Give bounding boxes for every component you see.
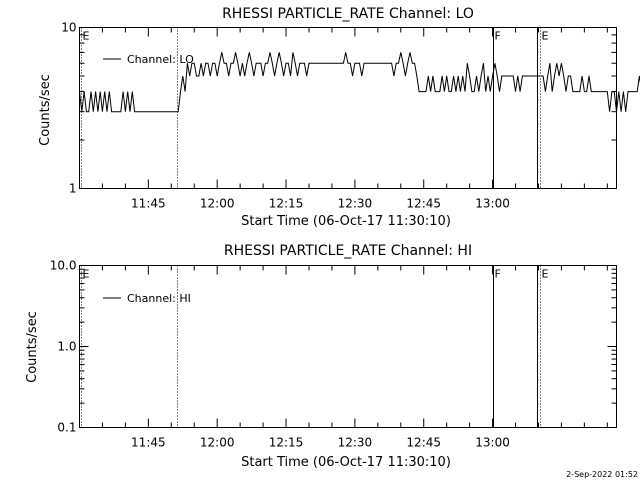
y-axis-ticks: 1 10 (61, 21, 617, 196)
x-tick-label: 11:45 (131, 197, 166, 211)
legend: Channel: HI (103, 292, 191, 305)
y-axis-label: Counts/sec (38, 74, 53, 146)
y-tick-label: 1 (69, 182, 77, 196)
x-axis-ticks: 11:45 12:00 12:15 12:30 12:45 13:00 (79, 265, 608, 450)
series-line (79, 52, 640, 113)
event-marker-label: E (542, 268, 549, 281)
y-axis-label: Counts/sec (25, 311, 40, 383)
chart-title: RHESSI PARTICLE_RATE Channel: HI (224, 243, 472, 259)
plot-frame (79, 265, 617, 428)
x-tick-label: 12:45 (406, 436, 441, 450)
x-tick-label: 12:30 (338, 197, 373, 211)
x-tick-label: 12:30 (338, 436, 373, 450)
data-series (79, 52, 640, 113)
y-axis-ticks: 0.1 1.0 10.0 (50, 259, 617, 435)
hi-channel-panel: RHESSI PARTICLE_RATE Channel: HI E F E 0.1… (25, 243, 617, 470)
x-tick-label: 11:45 (131, 436, 166, 450)
x-axis-label: Start Time (06-Oct-17 11:30:10) (241, 455, 451, 470)
x-tick-label: 12:00 (200, 197, 235, 211)
plot-frame (79, 27, 617, 189)
timestamp-stamp: 2-Sep-2022 01:52 (566, 470, 638, 479)
x-tick-label: 13:00 (475, 197, 510, 211)
event-marker-label: E (542, 30, 549, 43)
legend: Channel: LO (103, 53, 194, 66)
x-axis-label: Start Time (06-Oct-17 11:30:10) (241, 214, 451, 229)
y-tick-label: 0.1 (57, 421, 76, 435)
x-tick-label: 12:45 (406, 197, 441, 211)
legend-label: Channel: LO (127, 53, 194, 66)
legend-label: Channel: HI (127, 292, 191, 305)
y-tick-label: 10 (61, 21, 76, 35)
lo-channel-panel: RHESSI PARTICLE_RATE Channel: LO E F E 1 10… (38, 6, 640, 229)
chart-title: RHESSI PARTICLE_RATE Channel: LO (222, 6, 474, 22)
event-marker-label: E (83, 268, 90, 281)
x-tick-label: 13:00 (475, 436, 510, 450)
y-tick-label: 1.0 (57, 340, 76, 354)
event-marker-label: E (83, 30, 90, 43)
x-axis-ticks: 11:45 12:00 12:15 12:30 12:45 13:00 (79, 27, 608, 211)
y-tick-label: 10.0 (50, 259, 77, 273)
x-tick-label: 12:15 (269, 436, 304, 450)
x-tick-label: 12:15 (269, 197, 304, 211)
x-tick-label: 12:00 (200, 436, 235, 450)
event-marker-label: F (495, 268, 501, 281)
event-marker-label: F (495, 30, 501, 43)
